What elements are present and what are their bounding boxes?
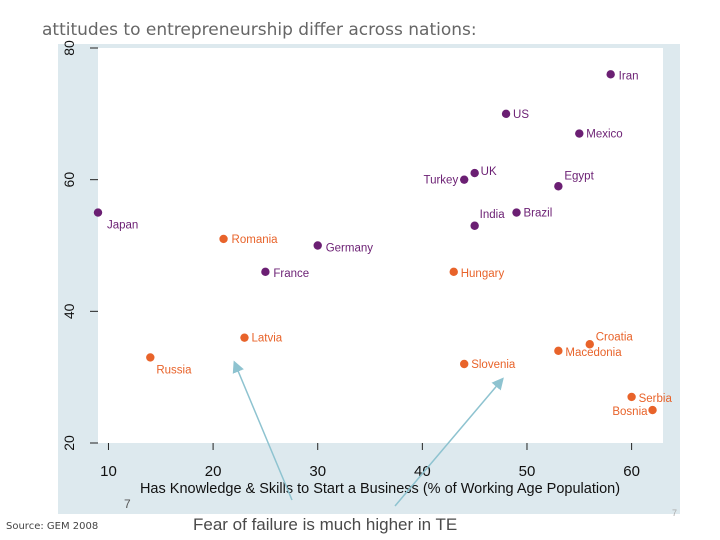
- y-axis: 20 40 60 80: [61, 40, 98, 451]
- point-label: Russia: [156, 364, 192, 376]
- point-label: France: [273, 268, 309, 280]
- data-point: [648, 405, 657, 415]
- point-label: Turkey: [423, 175, 458, 187]
- data-point: [449, 267, 458, 277]
- data-point: [501, 109, 511, 119]
- x-tick-label: 30: [309, 463, 326, 480]
- data-point: [93, 208, 103, 217]
- point-label: Mexico: [586, 129, 622, 141]
- data-point: [313, 241, 322, 250]
- data-point: [460, 175, 469, 184]
- point-label: Macedonia: [565, 347, 622, 359]
- point-label: Latvia: [251, 333, 282, 345]
- y-tick-label: 60: [61, 172, 77, 188]
- data-point: [470, 168, 479, 178]
- data-point: [575, 129, 584, 138]
- point-label: Croatia: [596, 331, 634, 343]
- x-tick-label: 40: [414, 463, 431, 480]
- x-tick-label: 10: [100, 463, 117, 480]
- point-label: India: [480, 209, 506, 221]
- point-label: Iran: [619, 70, 639, 82]
- caption: Fear of failure is much higher in TE: [193, 515, 458, 534]
- point-label: Serbia: [639, 393, 673, 405]
- arrow-to-slovenia: [394, 377, 504, 507]
- y-tick-label: 20: [61, 435, 77, 451]
- subfigure-number: 7: [124, 497, 131, 511]
- data-point: [554, 346, 563, 356]
- data-point: [585, 340, 594, 349]
- point-label: Egypt: [564, 170, 594, 182]
- data-point: [240, 333, 249, 342]
- plot-area: [98, 48, 663, 443]
- data-point: [512, 208, 521, 217]
- data-point: [470, 221, 479, 230]
- data-point: [606, 70, 615, 79]
- data-point: [146, 353, 155, 362]
- point-label: Hungary: [461, 268, 505, 280]
- point-label: Bosnia: [612, 406, 648, 418]
- x-tick-label: 60: [623, 463, 640, 480]
- data-point: [261, 267, 270, 277]
- point-label: Slovenia: [471, 359, 516, 371]
- y-tick-label: 80: [61, 40, 77, 56]
- x-tick-label: 50: [519, 463, 536, 480]
- point-label: US: [513, 109, 529, 121]
- point-label: Brazil: [524, 208, 553, 220]
- data-point: [627, 392, 636, 402]
- data-point: [554, 182, 563, 191]
- data-point: [219, 234, 228, 244]
- annotation-arrows: [232, 360, 504, 507]
- point-label: UK: [481, 166, 497, 178]
- point-label: Germany: [326, 243, 374, 255]
- page-number: 7: [672, 508, 678, 518]
- data-points: Iran US Mexico UK Turkey Egypt Brazil India Japa…: [93, 70, 673, 418]
- x-axis-title: Has Knowledge & Skills to Start a Busine…: [140, 481, 620, 497]
- source-note: Source: GEM 2008: [6, 521, 99, 532]
- x-tick-label: 20: [205, 463, 222, 480]
- slide-title: attitudes to entrepreneurship differ acr…: [42, 20, 477, 40]
- point-label: Romania: [232, 234, 279, 246]
- data-point: [460, 359, 469, 369]
- arrow-to-latvia: [232, 360, 293, 501]
- point-label: Japan: [107, 220, 138, 232]
- y-tick-label: 40: [61, 303, 77, 319]
- x-axis: 10 20 30 40 50 60: [100, 443, 640, 480]
